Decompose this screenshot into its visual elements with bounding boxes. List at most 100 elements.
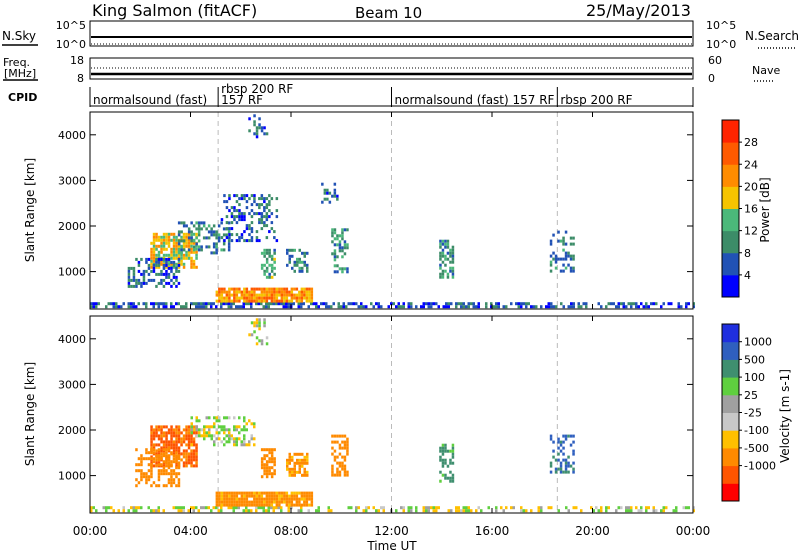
data-cell — [170, 266, 173, 270]
data-cell — [258, 503, 261, 507]
data-cell — [107, 506, 110, 510]
data-cell — [150, 466, 153, 470]
data-cell — [223, 494, 226, 498]
data-cell — [650, 302, 653, 306]
data-cell — [132, 266, 136, 270]
data-cell — [288, 470, 291, 474]
data-cell — [130, 266, 133, 270]
data-cell — [451, 251, 455, 255]
data-cell — [331, 434, 334, 438]
data-cell — [253, 324, 256, 328]
data-cell — [195, 227, 198, 231]
data-cell — [263, 263, 266, 267]
data-cell — [260, 212, 264, 216]
data-cell — [562, 248, 565, 252]
data-cell — [662, 509, 665, 513]
data-cell — [172, 478, 176, 482]
colorbar-swatch — [722, 186, 739, 209]
data-cell — [569, 236, 573, 240]
data-cell — [343, 267, 347, 271]
data-cell — [152, 263, 156, 267]
data-cell — [147, 506, 150, 510]
data-cell — [410, 509, 413, 513]
data-cell — [535, 305, 538, 309]
data-cell — [235, 428, 238, 432]
data-cell — [243, 419, 246, 423]
data-cell — [272, 506, 275, 510]
data-cell — [300, 509, 303, 513]
data-cell — [263, 293, 266, 297]
data-cell — [223, 431, 226, 435]
data-cell — [268, 248, 271, 252]
data-cell — [257, 506, 260, 510]
data-cell — [341, 246, 344, 250]
data-cell — [465, 506, 468, 510]
data-cell — [230, 233, 234, 237]
data-cell — [265, 215, 269, 219]
data-cell — [167, 253, 171, 257]
data-cell — [180, 506, 183, 510]
data-cell — [258, 299, 261, 303]
data-cell — [295, 494, 299, 498]
data-cell — [175, 466, 178, 470]
data-cell — [295, 296, 299, 300]
data-cell — [333, 434, 337, 438]
data-cell — [257, 302, 260, 306]
data-cell — [215, 299, 219, 303]
data-cell — [233, 494, 236, 498]
data-cell — [162, 257, 166, 261]
data-cell — [290, 287, 294, 291]
data-cell — [145, 481, 148, 485]
data-cell — [240, 443, 243, 447]
data-cell — [195, 428, 198, 432]
data-cell — [559, 461, 563, 465]
data-cell — [177, 446, 181, 450]
data-cell — [260, 463, 264, 467]
data-cell — [667, 302, 670, 306]
data-cell — [263, 324, 266, 328]
data-cell — [495, 506, 498, 510]
data-cell — [450, 509, 453, 513]
colorbar-swatch — [722, 341, 739, 360]
data-cell — [446, 275, 450, 279]
colorbar-swatch — [722, 324, 739, 343]
data-cell — [260, 290, 264, 294]
data-cell — [215, 419, 218, 423]
data-cell — [441, 272, 445, 276]
data-cell — [147, 266, 151, 270]
data-cell — [451, 455, 455, 459]
data-cell — [215, 233, 218, 237]
data-cell — [177, 434, 181, 438]
data-cell — [165, 241, 168, 245]
data-cell — [439, 458, 442, 462]
data-cell — [182, 253, 186, 257]
data-cell — [283, 500, 286, 504]
data-cell — [562, 305, 565, 309]
data-cell — [185, 449, 188, 453]
data-cell — [446, 257, 450, 261]
data-cell — [258, 287, 261, 291]
data-cell — [172, 449, 176, 453]
data-cell — [527, 302, 530, 306]
data-cell — [162, 469, 166, 473]
data-cell — [253, 491, 256, 495]
data-cell — [220, 497, 224, 501]
data-cell — [327, 305, 330, 309]
data-cell — [250, 236, 254, 240]
data-cell — [465, 305, 468, 309]
data-cell — [228, 287, 231, 291]
data-cell — [250, 194, 254, 198]
data-cell — [210, 434, 213, 438]
data-cell — [245, 422, 248, 426]
data-cell — [175, 449, 178, 453]
data-cell — [263, 457, 266, 461]
data-cell — [692, 305, 695, 309]
data-cell — [326, 191, 329, 195]
data-cell — [172, 253, 176, 257]
data-cell — [160, 449, 163, 453]
data-cell — [444, 245, 447, 249]
data-cell — [559, 269, 563, 273]
data-cell — [490, 305, 493, 309]
data-cell — [213, 440, 216, 444]
data-cell — [557, 458, 560, 462]
